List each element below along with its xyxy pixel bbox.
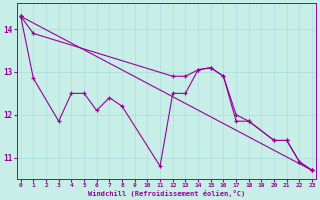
X-axis label: Windchill (Refroidissement éolien,°C): Windchill (Refroidissement éolien,°C) bbox=[88, 190, 245, 197]
